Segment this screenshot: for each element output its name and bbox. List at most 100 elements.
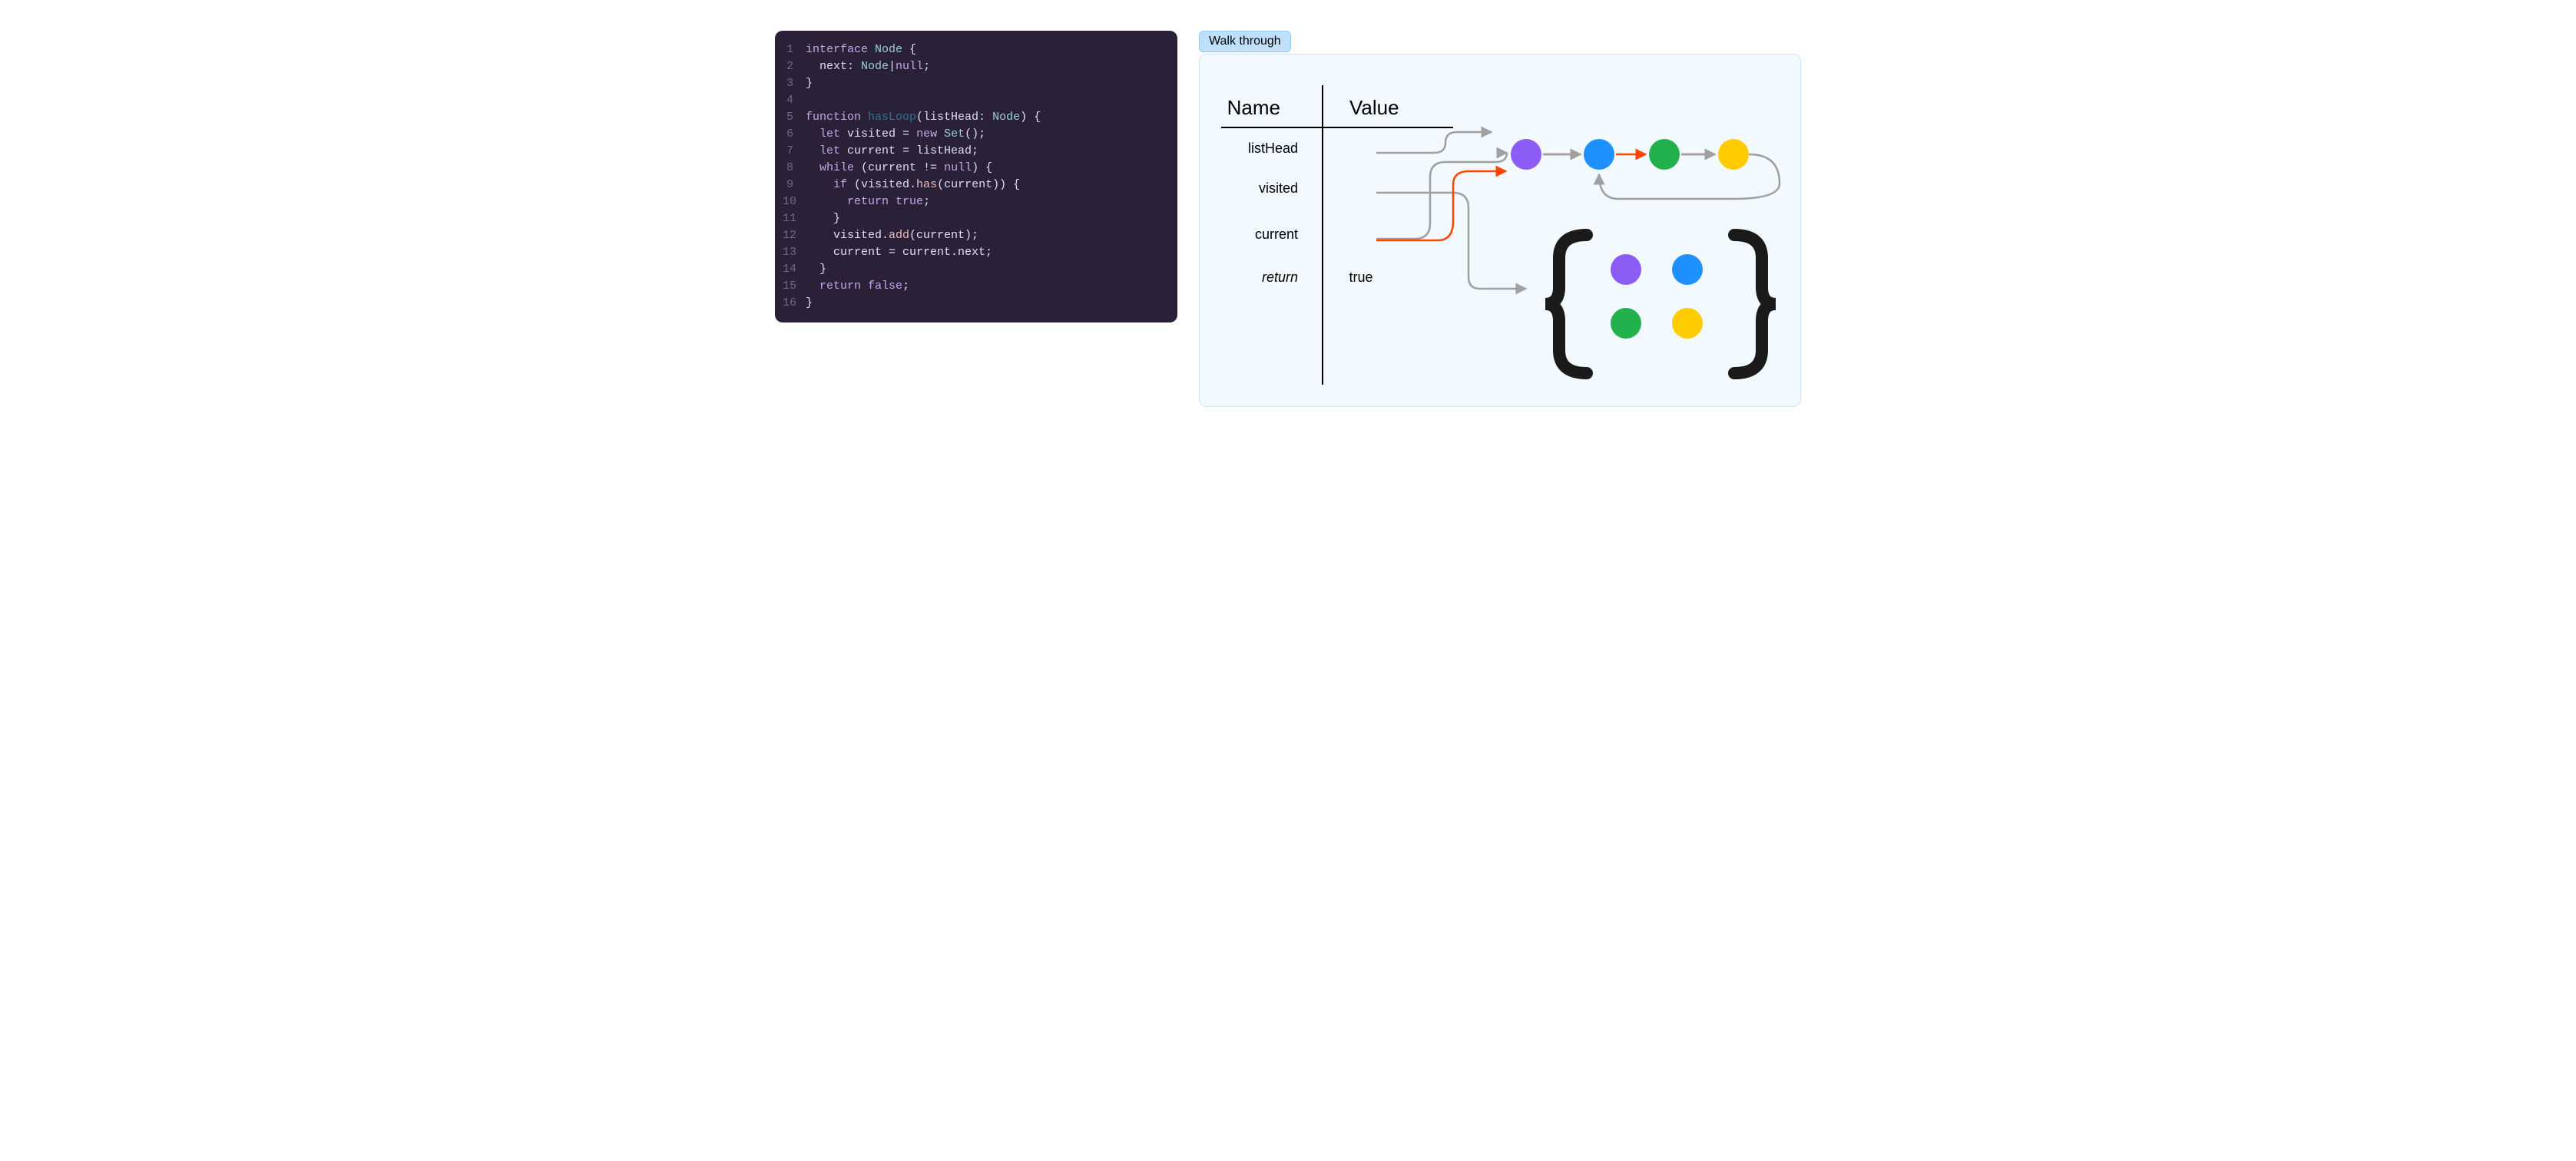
token-type: Node <box>992 109 1020 126</box>
line-number: 13 <box>783 244 806 261</box>
token-func: hasLoop <box>868 109 916 126</box>
arrow <box>1376 132 1492 153</box>
line-number: 16 <box>783 295 806 312</box>
set-item-1 <box>1672 254 1703 285</box>
code-line: 1interface Node { <box>783 41 1164 58</box>
row-value-return: true <box>1349 270 1372 285</box>
walkthrough: Walk through Name Value listHead visited cur… <box>1199 31 1801 407</box>
token-bool: true <box>896 194 923 210</box>
line-number: 8 <box>783 160 806 177</box>
code-line: 3} <box>783 75 1164 92</box>
loop-arrow <box>1599 154 1780 199</box>
token-keyword: function <box>806 109 861 126</box>
token-plain <box>806 143 819 160</box>
line-number: 15 <box>783 278 806 295</box>
token-plain <box>806 278 819 295</box>
token-plain: } <box>806 210 840 227</box>
line-number: 7 <box>783 143 806 160</box>
token-bool: false <box>868 278 902 295</box>
code-line: 11 } <box>783 210 1164 227</box>
set-item-0 <box>1611 254 1641 285</box>
token-plain: | <box>889 58 896 75</box>
token-plain: current = current.next; <box>806 244 992 261</box>
token-plain <box>806 194 847 210</box>
token-keyword: while <box>819 160 854 177</box>
token-plain <box>806 160 819 177</box>
line-number: 6 <box>783 126 806 143</box>
token-method: add <box>889 227 909 244</box>
token-plain <box>861 278 868 295</box>
token-plain <box>861 109 868 126</box>
brace <box>1734 235 1776 373</box>
token-type: Set <box>944 126 965 143</box>
token-type: Node <box>875 41 902 58</box>
token-plain: visited = <box>840 126 916 143</box>
token-plain: } <box>806 261 826 278</box>
set-item-2 <box>1611 308 1641 339</box>
line-number: 1 <box>783 41 806 58</box>
code-line: 15 return false; <box>783 278 1164 295</box>
token-plain <box>806 177 833 194</box>
token-plain: next: <box>806 58 861 75</box>
code-line: 5function hasLoop(listHead: Node) { <box>783 109 1164 126</box>
walkthrough-svg: Name Value listHead visited current return tru… <box>1200 55 1802 408</box>
token-plain: ) { <box>1020 109 1041 126</box>
token-plain: (current)) { <box>937 177 1020 194</box>
token-type: Node <box>861 58 889 75</box>
token-keyword: let <box>819 126 840 143</box>
code-line: 10 return true; <box>783 194 1164 210</box>
col-name: Name <box>1227 96 1280 119</box>
token-keyword: interface <box>806 41 868 58</box>
line-number: 11 <box>783 210 806 227</box>
code-line: 9 if (visited.has(current)) { <box>783 177 1164 194</box>
walkthrough-tab[interactable]: Walk through <box>1199 31 1291 52</box>
line-number: 10 <box>783 194 806 210</box>
line-number: 9 <box>783 177 806 194</box>
node-n4 <box>1718 139 1749 170</box>
arrow <box>1376 171 1506 240</box>
token-plain: ; <box>902 278 909 295</box>
node-n2 <box>1584 139 1614 170</box>
token-keyword: let <box>819 143 840 160</box>
code-line: 2 next: Node|null; <box>783 58 1164 75</box>
token-plain: current = listHead; <box>840 143 978 160</box>
code-line: 4 <box>783 92 1164 109</box>
row-current: current <box>1255 227 1298 242</box>
token-plain: ) { <box>972 160 992 177</box>
line-number: 14 <box>783 261 806 278</box>
token-plain: } <box>806 75 813 92</box>
col-value: Value <box>1349 96 1399 119</box>
token-plain <box>806 126 819 143</box>
node-n3 <box>1649 139 1680 170</box>
code-line: 14 } <box>783 261 1164 278</box>
token-keyword: if <box>833 177 847 194</box>
line-number: 2 <box>783 58 806 75</box>
token-plain: } <box>806 295 813 312</box>
row-listHead: listHead <box>1248 141 1298 156</box>
token-plain: (current); <box>909 227 978 244</box>
code-line: 16} <box>783 295 1164 312</box>
token-plain <box>868 41 875 58</box>
code-line: 13 current = current.next; <box>783 244 1164 261</box>
row-visited: visited <box>1259 180 1298 196</box>
token-plain: ; <box>923 194 930 210</box>
token-plain: (current != <box>854 160 944 177</box>
token-plain <box>889 194 896 210</box>
line-number: 4 <box>783 92 806 109</box>
token-plain: (listHead: <box>916 109 992 126</box>
arrow <box>1376 153 1507 239</box>
token-null: null <box>944 160 972 177</box>
token-plain: visited. <box>806 227 889 244</box>
code-panel: 1interface Node {2 next: Node|null;3}45f… <box>775 31 1177 322</box>
code-line: 12 visited.add(current); <box>783 227 1164 244</box>
code-line: 6 let visited = new Set(); <box>783 126 1164 143</box>
row-return: return <box>1262 270 1298 285</box>
token-keyword: return <box>847 194 889 210</box>
set-item-3 <box>1672 308 1703 339</box>
line-number: 5 <box>783 109 806 126</box>
token-null: null <box>896 58 923 75</box>
token-plain: (visited. <box>847 177 916 194</box>
token-plain: { <box>902 41 916 58</box>
brace <box>1545 235 1587 373</box>
token-keyword: new <box>916 126 937 143</box>
